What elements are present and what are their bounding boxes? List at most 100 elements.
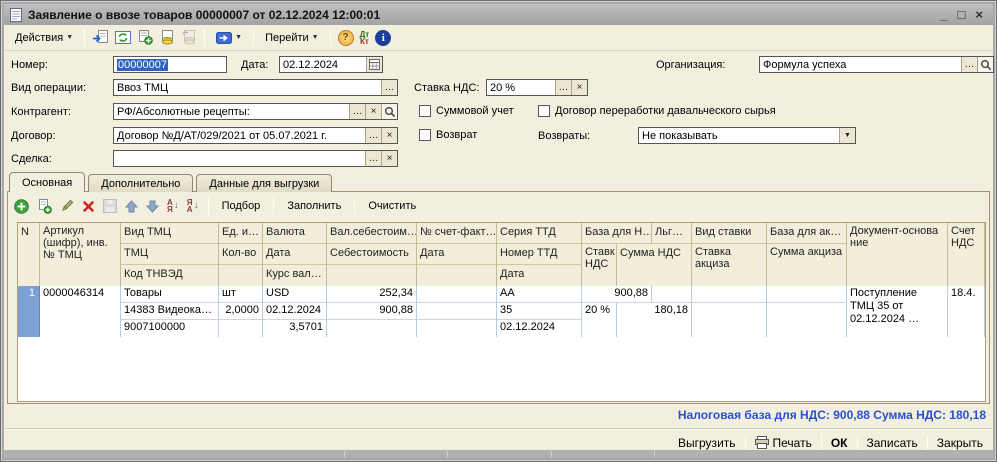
goto-button[interactable]: Перейти ▼ bbox=[265, 31, 319, 44]
actions-button[interactable]: Действия ▼ bbox=[15, 31, 74, 44]
ellipsis-button[interactable]: … bbox=[365, 151, 381, 166]
calendar-button[interactable] bbox=[366, 57, 382, 72]
contract-field[interactable]: Договор №Д/АТ/029/2021 от 05.07.2021 г. … bbox=[113, 127, 398, 144]
delete-row-button[interactable] bbox=[80, 199, 97, 214]
printer-icon bbox=[754, 436, 769, 449]
table-empty-area[interactable] bbox=[18, 337, 985, 401]
cell-empty[interactable] bbox=[219, 320, 262, 337]
checkbox-box[interactable] bbox=[419, 129, 431, 141]
cell-article[interactable]: 0000046314 bbox=[43, 287, 105, 299]
cell-empty[interactable] bbox=[417, 320, 496, 337]
cell-vat-account[interactable]: 18.4. bbox=[951, 287, 976, 299]
organization-field[interactable]: Формула успеха … bbox=[759, 56, 994, 73]
move-down-button[interactable] bbox=[144, 199, 161, 214]
info-button[interactable]: i bbox=[373, 29, 393, 47]
cell-empty[interactable] bbox=[327, 320, 416, 337]
print-button[interactable]: Печать bbox=[746, 436, 821, 450]
search-button[interactable] bbox=[977, 57, 993, 72]
copy-button[interactable] bbox=[135, 29, 155, 46]
cell-qty[interactable]: 2,0000 bbox=[219, 303, 262, 320]
number-field[interactable]: 00000007 bbox=[113, 56, 227, 73]
cell-vat-rate[interactable]: 20 % bbox=[582, 303, 617, 337]
cell-benefit[interactable] bbox=[652, 286, 691, 303]
search-button[interactable] bbox=[381, 104, 397, 119]
date-field[interactable]: 02.12.2024 bbox=[279, 56, 383, 73]
cell-tmc[interactable]: 14383 Видеока… bbox=[121, 303, 218, 320]
returns-dropdown[interactable]: Не показывать ▼ bbox=[638, 127, 856, 144]
tab-export-data[interactable]: Данные для выгрузки bbox=[196, 174, 333, 192]
clear-button[interactable]: × bbox=[381, 151, 397, 166]
cell-invoice-num[interactable] bbox=[417, 286, 496, 303]
cell-excise-sum[interactable] bbox=[767, 303, 846, 337]
refresh-button[interactable] bbox=[113, 29, 133, 46]
separator bbox=[253, 28, 255, 47]
clear-button[interactable]: × bbox=[365, 104, 381, 119]
fill-button[interactable]: Заполнить bbox=[287, 200, 342, 212]
cell-ttd-date[interactable]: 02.12.2024 bbox=[500, 321, 556, 333]
post-movements-button[interactable] bbox=[157, 29, 177, 46]
cell-cur-cost[interactable]: 252,34 bbox=[327, 286, 416, 303]
unpost-button[interactable] bbox=[179, 29, 199, 46]
tolling-checkbox[interactable]: Договор переработки давальческого сырья bbox=[538, 105, 776, 117]
cell-vat-sum[interactable]: 180,18 bbox=[654, 304, 688, 316]
copy-row-button[interactable] bbox=[35, 198, 54, 215]
cell-ttd-num[interactable]: 35 bbox=[497, 303, 581, 320]
ellipsis-button[interactable]: … bbox=[349, 104, 365, 119]
deal-field[interactable]: … × bbox=[113, 150, 398, 167]
cell-ttd-series[interactable]: АА bbox=[497, 286, 581, 303]
cell-doc[interactable]: Поступление ТМЦ 35 от 02.12.2024 … bbox=[850, 287, 920, 325]
ellipsis-button[interactable]: … bbox=[365, 128, 381, 143]
help-button[interactable]: ? bbox=[336, 29, 356, 47]
minimize-button[interactable]: _ bbox=[940, 6, 948, 22]
row-number[interactable]: 1 bbox=[28, 287, 35, 299]
operation-field[interactable]: Ввоз ТМЦ … bbox=[113, 79, 398, 96]
output-button[interactable]: ▼ bbox=[210, 28, 248, 48]
cell-date[interactable]: 02.12.2024 bbox=[263, 303, 326, 320]
table-row[interactable]: 1 0000046314 Товары 14383 Видеока… 90071… bbox=[18, 286, 985, 337]
contractor-field[interactable]: РФ/Абсолютные рецепты: … × bbox=[113, 103, 398, 120]
cell-vat-base[interactable]: 900,88 bbox=[582, 286, 652, 303]
clear-button[interactable]: × bbox=[381, 128, 397, 143]
close-button[interactable]: × bbox=[975, 6, 983, 22]
cell-excise-rate[interactable] bbox=[692, 303, 766, 337]
ellipsis-button[interactable]: … bbox=[961, 57, 977, 72]
clear-table-button[interactable]: Очистить bbox=[368, 200, 417, 212]
cell-rate[interactable]: 3,5701 bbox=[289, 321, 323, 333]
separator bbox=[856, 434, 858, 451]
checkbox-box[interactable] bbox=[538, 105, 550, 117]
credit-label: Кт bbox=[360, 36, 369, 46]
tab-additional[interactable]: Дополнительно bbox=[88, 174, 194, 192]
return-checkbox[interactable]: Возврат bbox=[419, 129, 477, 141]
add-row-button[interactable] bbox=[12, 198, 31, 215]
save-post-button[interactable] bbox=[90, 29, 111, 46]
ok-button[interactable]: ОК bbox=[830, 435, 848, 450]
cell-kind[interactable]: Товары bbox=[121, 286, 218, 303]
vat-rate-field[interactable]: 20 % … × bbox=[486, 79, 588, 96]
cell-cost[interactable]: 900,88 bbox=[327, 303, 416, 320]
dropdown-button[interactable]: ▼ bbox=[839, 128, 855, 143]
ellipsis-button[interactable]: … bbox=[555, 80, 571, 95]
close-form-button[interactable]: Закрыть bbox=[936, 435, 983, 450]
cell-excise-base[interactable] bbox=[767, 286, 846, 303]
end-edit-button[interactable] bbox=[101, 198, 119, 214]
export-button[interactable]: Выгрузить bbox=[678, 435, 736, 450]
cell-rate-kind[interactable] bbox=[692, 286, 766, 303]
clear-button[interactable]: × bbox=[571, 80, 587, 95]
cell-invoice-date[interactable] bbox=[417, 303, 496, 320]
move-up-button[interactable] bbox=[123, 199, 140, 214]
ellipsis-button[interactable]: … bbox=[381, 80, 397, 95]
cell-tnved[interactable]: 9007100000 bbox=[124, 321, 186, 333]
checkbox-box[interactable] bbox=[419, 105, 431, 117]
dtkt-button[interactable]: Дт Кт bbox=[358, 30, 372, 46]
tab-main[interactable]: Основная bbox=[9, 172, 86, 193]
pick-button[interactable]: Подбор bbox=[221, 200, 261, 212]
maximize-button[interactable]: □ bbox=[957, 6, 966, 22]
cell-unit[interactable]: шт bbox=[219, 286, 262, 303]
cell-currency[interactable]: USD bbox=[263, 286, 326, 303]
sum-accounting-checkbox[interactable]: Суммовой учет bbox=[419, 105, 514, 117]
save-button[interactable]: Записать bbox=[866, 435, 918, 450]
edit-row-button[interactable] bbox=[58, 198, 76, 214]
